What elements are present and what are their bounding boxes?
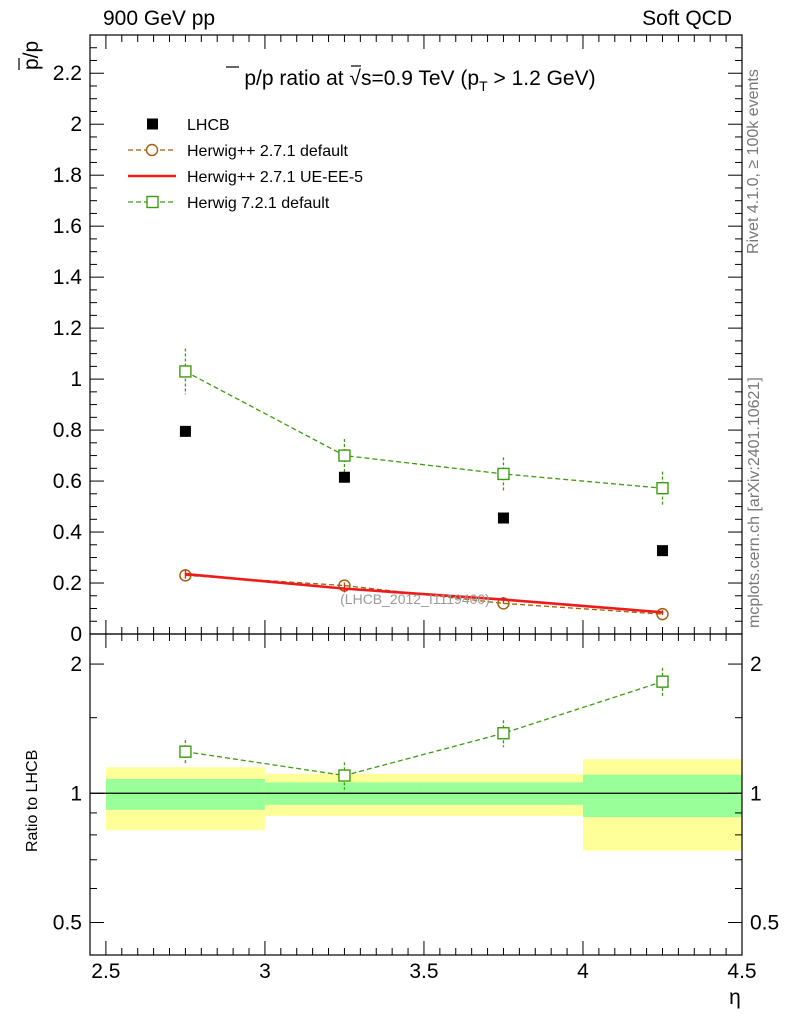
legend: LHCB Herwig++ 2.7.1 default Herwig++ 2.7.1… (128, 117, 363, 212)
data-series-layer (179, 348, 669, 790)
header-left-label: 900 GeV pp (103, 7, 216, 30)
ylabel-pbar: p (20, 58, 43, 70)
x-tick-label: 3.5 (409, 960, 438, 983)
y-tick-label: 0 (70, 623, 82, 646)
main-lhcb-point (656, 545, 668, 557)
title-part-5: > 1.2 GeV) (488, 67, 596, 90)
ratio-panel-frame (89, 633, 743, 956)
y-tick-label: 0.8 (53, 419, 82, 442)
legend-marker (147, 118, 158, 130)
ratio-herwig-7-2-1-default-point (656, 675, 669, 688)
legend-label: Herwig++ 2.7.1 UE-EE-5 (187, 169, 363, 186)
svg-text:Ratio to LHCB: Ratio to LHCB (24, 750, 41, 852)
x-tick-label: 4.5 (727, 960, 756, 983)
title-part-3: =0.9 TeV (p (371, 67, 479, 90)
x-tick-label: 2.5 (91, 960, 120, 983)
ratio-y-tick-label: 0.5 (53, 911, 82, 934)
main-lhcb-point (497, 512, 509, 524)
ratio-band-inner (105, 778, 265, 810)
y-tick-label: 1.6 (53, 215, 82, 238)
ratio-y-tick-label-right: 2 (750, 653, 762, 676)
y-axis-label-main: p/p (18, 41, 43, 70)
ratio-y-tick-label: 2 (70, 653, 82, 676)
main-lhcb-point (179, 425, 191, 437)
analysis-watermark: (LHCB_2012_I1119400) (340, 591, 490, 607)
x-axis-label: η (729, 986, 741, 1009)
ratio-herwig-7-2-1-default-line (185, 681, 663, 777)
title-subscript: T (479, 78, 488, 94)
plot-title: p/p ratio at √s=0.9 TeV (pT > 1.2 GeV) (244, 67, 595, 94)
main-herwig-2-7-1-ue-ee-5-line (185, 572, 663, 614)
y-tick-label: 2.2 (53, 62, 82, 85)
axis-ticks: 2.5 3 3.5 4 4.5 0 0.2 0.4 0.6 0.8 1 1.2 1.4 1.6 1.8 2 2.… (53, 34, 779, 983)
y-axis-label-ratio: Ratio to LHCB (24, 750, 41, 852)
ratio-band-inner (582, 774, 742, 818)
ratio-y-tick-label-right: 1 (750, 782, 762, 805)
ratio-y-tick-label-right: 0.5 (750, 911, 779, 934)
main-herwig-7-2-1-default-point (656, 482, 669, 495)
main-herwig-2-7-1-default-point (656, 607, 669, 621)
y-tick-label: 0.2 (53, 572, 82, 595)
x-tick-label: 4 (577, 960, 589, 983)
ylabel-rest: /p (20, 41, 43, 59)
legend-label: Herwig 7.2.1 default (187, 195, 330, 212)
y-tick-label: 1.2 (53, 317, 82, 340)
y-tick-label: 0.6 (53, 470, 82, 493)
legend-label: LHCB (187, 117, 230, 134)
svg-text:p/p: p/p (20, 41, 43, 70)
main-herwig-7-2-1-default-line (185, 370, 663, 489)
y-tick-label: 1 (70, 368, 82, 391)
legend-label: Herwig++ 2.7.1 default (187, 143, 349, 160)
main-herwig-7-2-1-default-point (497, 467, 510, 481)
panel-frames (89, 34, 743, 956)
legend-marker (146, 195, 159, 209)
ratio-y-tick-label: 1 (70, 782, 82, 805)
title-part-sqrt-s: s (361, 67, 372, 90)
main-herwig-7-2-1-default-point (179, 365, 192, 378)
y-tick-label: 0.4 (53, 521, 83, 544)
title-pbar: p (244, 67, 256, 90)
title-part-1: /p ratio at √ (256, 67, 361, 90)
ratio-herwig-7-2-1-default-point (497, 727, 510, 740)
y-tick-label: 2 (70, 113, 82, 136)
main-herwig-7-2-1-default-point (338, 449, 351, 462)
ratio-herwig-7-2-1-default-point (179, 745, 192, 758)
ratio-herwig-7-2-1-default-point (338, 769, 351, 782)
header-right-label: Soft QCD (642, 7, 732, 30)
legend-marker (145, 143, 159, 157)
ratio-panel-bands (90, 759, 742, 851)
y-tick-label: 1.8 (53, 164, 82, 187)
y-tick-label: 1.4 (53, 266, 83, 289)
main-lhcb-point (338, 471, 350, 483)
x-tick-label: 3 (259, 960, 271, 983)
